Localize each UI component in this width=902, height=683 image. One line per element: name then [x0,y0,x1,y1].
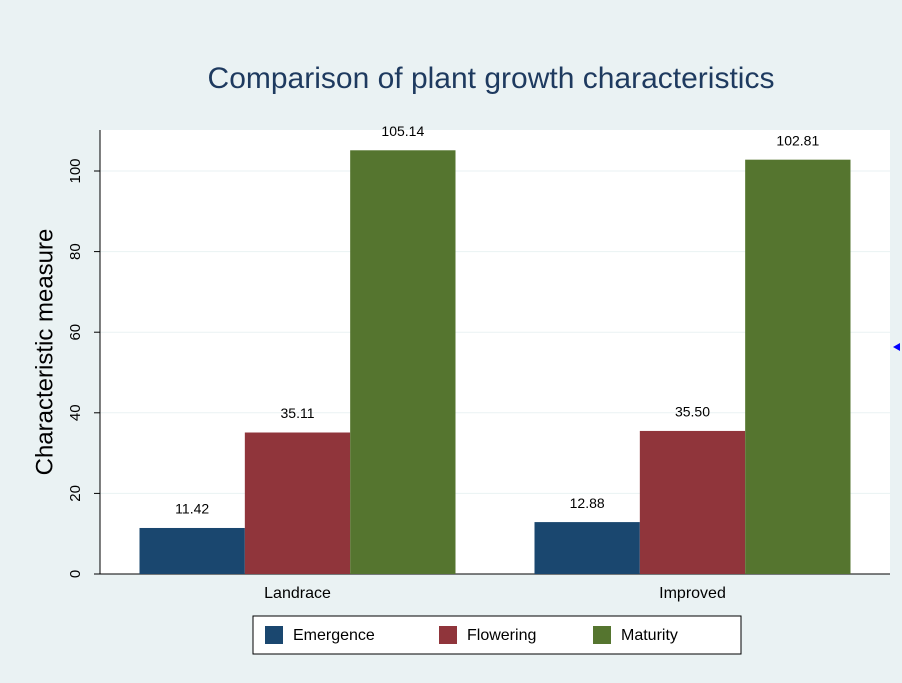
marker [893,343,900,351]
legend-swatch [593,626,611,644]
chart-title: Comparison of plant growth characteristi… [208,62,775,95]
value-label: 102.81 [776,132,819,148]
bar [350,150,456,574]
x-tick-label: Landrace [264,585,331,602]
bar [745,159,851,574]
legend-swatch [265,626,283,644]
value-label: 11.42 [175,501,209,517]
y-axis-label: Characteristic measure [31,229,58,476]
y-tick-label: 60 [67,324,84,341]
legend-label: Emergence [293,627,375,644]
legend-swatch [439,626,457,644]
bar [534,522,640,574]
bar [639,430,746,574]
bar [139,527,245,574]
bar [244,432,351,574]
y-tick-label: 40 [67,404,84,421]
value-label: 105.14 [381,123,424,139]
y-tick-label: 20 [67,485,84,502]
y-tick-label: 0 [67,570,84,578]
x-tick-label: Improved [659,585,726,602]
legend [252,615,742,655]
y-tick-label: 100 [67,158,84,183]
y-tick-label: 80 [67,243,84,260]
legend-label: Flowering [467,627,536,644]
value-label: 12.88 [570,495,605,511]
value-label: 35.50 [675,404,710,420]
legend-label: Maturity [621,627,678,644]
value-label: 35.11 [281,405,315,421]
